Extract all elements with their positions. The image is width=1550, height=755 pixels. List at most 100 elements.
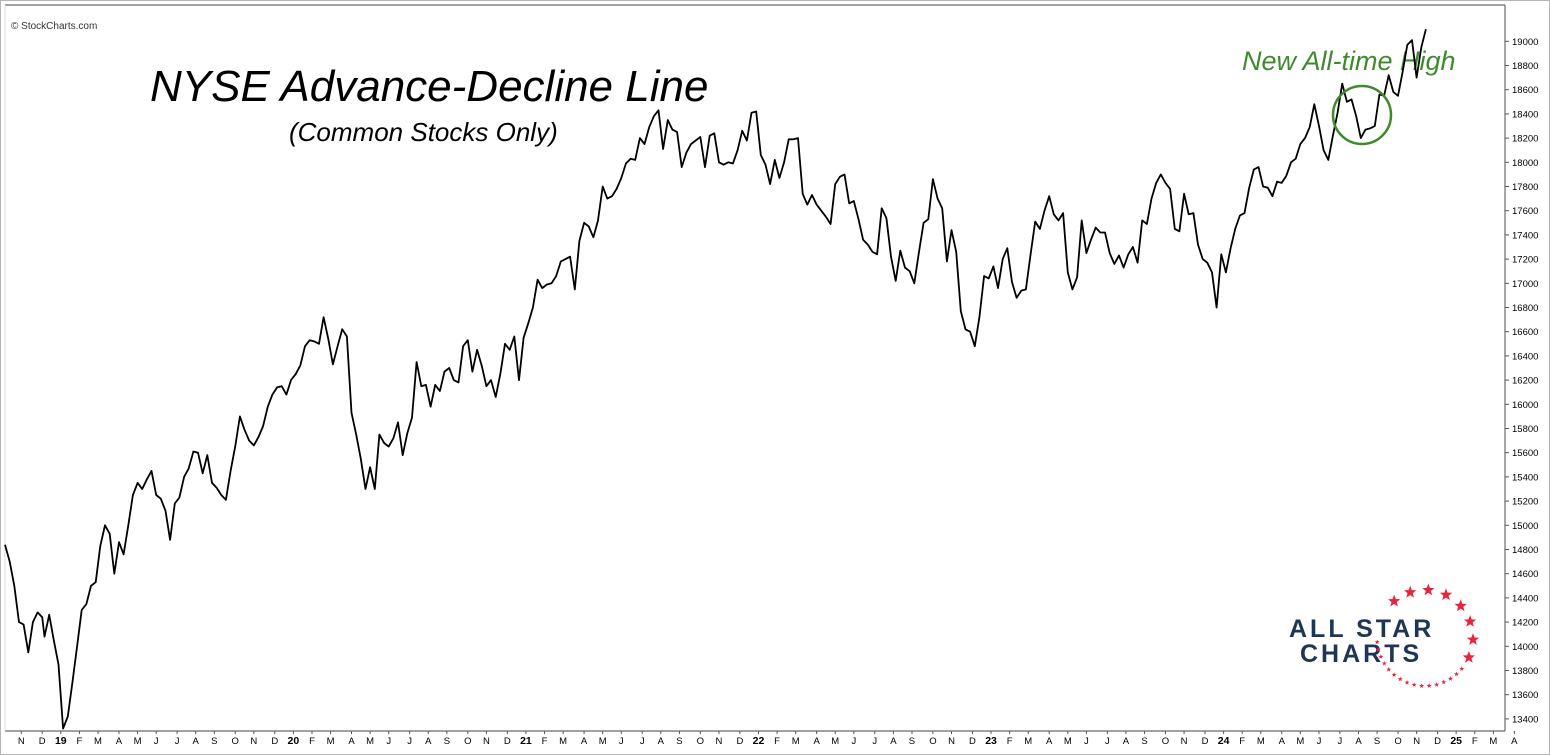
logo-star-small bbox=[1441, 679, 1447, 685]
x-tick-month-label: F bbox=[542, 736, 548, 747]
y-tick-label: 18800 bbox=[1512, 61, 1538, 72]
logo-star-small bbox=[1397, 676, 1403, 682]
x-tick-month-label: A bbox=[658, 736, 665, 747]
y-tick-label: 19000 bbox=[1512, 37, 1538, 48]
y-tick-label: 17400 bbox=[1512, 230, 1538, 241]
ath-circle bbox=[1331, 84, 1393, 146]
logo-star bbox=[1462, 651, 1475, 663]
x-tick-month-label: M bbox=[1296, 736, 1304, 747]
logo-star-small bbox=[1454, 671, 1459, 677]
x-tick-year-label: 25 bbox=[1450, 735, 1462, 747]
x-tick-month-label: N bbox=[483, 736, 490, 747]
logo-star-small bbox=[1374, 639, 1380, 645]
x-tick-month-label: D bbox=[271, 736, 278, 747]
logo-star-small bbox=[1448, 676, 1453, 681]
y-tick-label: 17600 bbox=[1512, 206, 1538, 217]
y-tick-label: 16400 bbox=[1512, 351, 1538, 362]
logo-star-small bbox=[1411, 682, 1417, 687]
x-tick-month-label: F bbox=[1239, 736, 1245, 747]
y-tick-label: 15800 bbox=[1512, 424, 1538, 435]
x-tick-month-label: O bbox=[232, 736, 239, 747]
chart-title: NYSE Advance-Decline Line bbox=[150, 62, 708, 111]
x-tick-month-label: J bbox=[619, 736, 624, 747]
x-tick-month-label: A bbox=[813, 736, 820, 747]
x-tick-month-label: J bbox=[175, 736, 180, 747]
x-tick-month-label: O bbox=[464, 736, 471, 747]
chart-subtitle: (Common Stocks Only) bbox=[289, 117, 558, 147]
y-axis: 13400 13600 13800 14000 14200 14400 14600 14800… bbox=[1505, 37, 1538, 725]
x-tick-month-label: N bbox=[1181, 736, 1188, 747]
x-tick-month-label: J bbox=[851, 736, 856, 747]
x-tick-month-label: M bbox=[1024, 736, 1032, 747]
logo-star-small bbox=[1434, 682, 1440, 687]
x-tick-year-label: 21 bbox=[520, 735, 532, 747]
y-tick-label: 14200 bbox=[1512, 618, 1538, 629]
y-tick-label: 14800 bbox=[1512, 545, 1538, 556]
ath-annotation: New All-time High bbox=[1242, 46, 1456, 76]
x-tick-month-label: O bbox=[929, 736, 936, 747]
x-tick-month-label: F bbox=[309, 736, 315, 747]
x-tick-year-label: 19 bbox=[55, 735, 67, 747]
logo-star bbox=[1454, 599, 1467, 612]
x-tick-month-label: S bbox=[676, 736, 682, 747]
x-tick-month-label: D bbox=[504, 736, 511, 747]
all-star-charts-logo: ALL STAR CHARTS bbox=[1289, 583, 1480, 688]
logo-star bbox=[1422, 583, 1435, 596]
logo-star-small bbox=[1391, 672, 1397, 677]
x-tick-month-label: N bbox=[716, 736, 723, 747]
x-tick-month-label: M bbox=[94, 736, 102, 747]
x-tick-month-label: N bbox=[1413, 736, 1420, 747]
x-tick-month-label: D bbox=[1202, 736, 1209, 747]
x-tick-month-label: N bbox=[948, 736, 955, 747]
x-tick-month-label: M bbox=[327, 736, 335, 747]
y-tick-label: 16600 bbox=[1512, 327, 1538, 338]
x-tick-month-label: O bbox=[1162, 736, 1169, 747]
logo-star-small bbox=[1386, 666, 1392, 672]
x-tick-year-label: 20 bbox=[288, 735, 300, 747]
logo-star-small bbox=[1426, 683, 1432, 688]
x-tick-month-label: A bbox=[581, 736, 588, 747]
logo-star bbox=[1466, 633, 1480, 645]
logo-star-small bbox=[1419, 683, 1425, 688]
x-tick-month-label: A bbox=[193, 736, 200, 747]
x-tick-month-label: A bbox=[1355, 736, 1362, 747]
x-tick-month-label: A bbox=[116, 736, 123, 747]
y-tick-label: 15600 bbox=[1512, 448, 1538, 459]
x-tick-month-label: M bbox=[792, 736, 800, 747]
y-tick-label: 15000 bbox=[1512, 521, 1538, 532]
logo-text-line1: ALL STAR bbox=[1289, 615, 1434, 643]
x-tick-month-label: J bbox=[1317, 736, 1322, 747]
y-tick-label: 18400 bbox=[1512, 109, 1538, 120]
y-tick-label: 18600 bbox=[1512, 85, 1538, 96]
x-tick-month-label: M bbox=[599, 736, 607, 747]
logo-star-small bbox=[1459, 666, 1465, 671]
logo-star-ring bbox=[1374, 583, 1480, 688]
series-layer bbox=[4, 28, 1427, 730]
y-tick-label: 13800 bbox=[1512, 666, 1538, 677]
x-tick-year-label: 23 bbox=[985, 735, 997, 747]
x-tick-month-label: A bbox=[425, 736, 432, 747]
x-tick-month-label: F bbox=[77, 736, 83, 747]
x-tick-month-label: D bbox=[1434, 736, 1441, 747]
y-tick-label: 16000 bbox=[1512, 400, 1538, 411]
y-tick-label: 15400 bbox=[1512, 472, 1538, 483]
x-tick-month-label: J bbox=[640, 736, 645, 747]
x-tick-month-label: S bbox=[444, 736, 450, 747]
x-tick-month-label: M bbox=[134, 736, 142, 747]
logo-text-line2: CHARTS bbox=[1300, 640, 1422, 668]
x-tick-month-label: J bbox=[1338, 736, 1343, 747]
x-tick-month-label: A bbox=[1123, 736, 1130, 747]
logo-star bbox=[1388, 594, 1401, 607]
y-tick-label: 13600 bbox=[1512, 690, 1538, 701]
y-tick-label: 17000 bbox=[1512, 279, 1538, 290]
x-tick-month-label: N bbox=[250, 736, 257, 747]
x-tick-month-label: J bbox=[407, 736, 412, 747]
x-tick-month-label: J bbox=[1084, 736, 1089, 747]
y-tick-label: 16800 bbox=[1512, 303, 1538, 314]
x-tick-month-label: J bbox=[154, 736, 159, 747]
x-tick-year-label: 24 bbox=[1218, 735, 1230, 747]
logo-star bbox=[1404, 585, 1417, 598]
y-tick-label: 15200 bbox=[1512, 497, 1538, 508]
x-tick-month-label: M bbox=[559, 736, 567, 747]
